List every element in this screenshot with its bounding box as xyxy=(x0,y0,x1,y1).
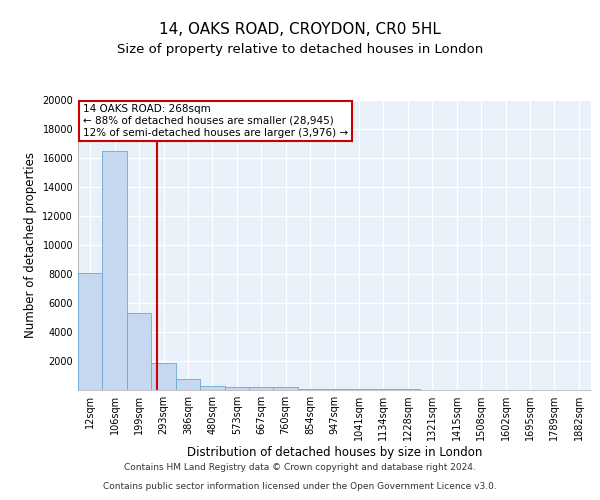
Y-axis label: Number of detached properties: Number of detached properties xyxy=(24,152,37,338)
Bar xyxy=(200,386,224,390)
Bar xyxy=(322,389,347,390)
Bar xyxy=(298,388,322,390)
Text: 14 OAKS ROAD: 268sqm
← 88% of detached houses are smaller (28,945)
12% of semi-d: 14 OAKS ROAD: 268sqm ← 88% of detached h… xyxy=(83,104,348,138)
Bar xyxy=(249,387,274,390)
Bar xyxy=(347,389,371,390)
Bar xyxy=(176,379,200,390)
Bar xyxy=(103,151,127,390)
Text: Contains public sector information licensed under the Open Government Licence v3: Contains public sector information licen… xyxy=(103,482,497,491)
Text: 14, OAKS ROAD, CROYDON, CR0 5HL: 14, OAKS ROAD, CROYDON, CR0 5HL xyxy=(159,22,441,38)
Text: Size of property relative to detached houses in London: Size of property relative to detached ho… xyxy=(117,42,483,56)
X-axis label: Distribution of detached houses by size in London: Distribution of detached houses by size … xyxy=(187,446,482,459)
Text: Contains HM Land Registry data © Crown copyright and database right 2024.: Contains HM Land Registry data © Crown c… xyxy=(124,464,476,472)
Bar xyxy=(127,313,151,390)
Bar xyxy=(78,272,103,390)
Bar xyxy=(224,387,249,390)
Bar xyxy=(274,387,298,390)
Bar xyxy=(151,363,176,390)
